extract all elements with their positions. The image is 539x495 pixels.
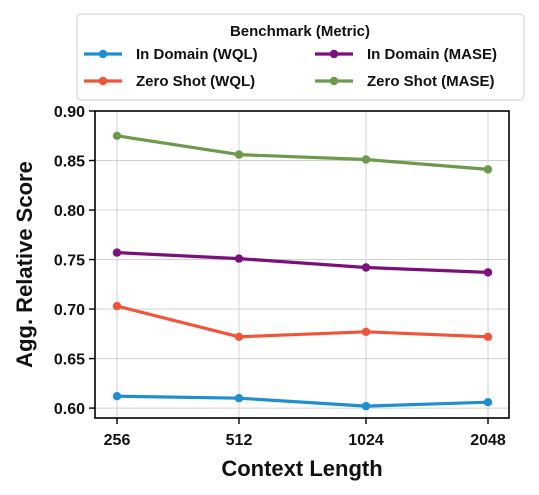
data-point — [112, 131, 122, 140]
plot-frame — [94, 110, 510, 419]
data-point — [361, 155, 371, 164]
legend: Benchmark (Metric) In Domain (WQL) Zero S… — [76, 13, 525, 101]
data-point — [361, 263, 371, 272]
y-tick-label: 0.70 — [54, 302, 85, 319]
legend-label: In Domain (MASE) — [367, 46, 497, 63]
y-tick-label: 0.80 — [54, 203, 85, 220]
data-point — [483, 268, 493, 277]
legend-title: Benchmark (Metric) — [230, 23, 370, 40]
y-tick-label: 0.65 — [54, 352, 85, 369]
y-tick-label: 0.85 — [54, 154, 85, 171]
data-series — [112, 131, 493, 411]
x-tick-label: 256 — [104, 432, 131, 449]
legend-label: Zero Shot (WQL) — [136, 73, 255, 90]
legend-marker — [98, 49, 108, 59]
y-tick-label: 0.75 — [54, 253, 85, 270]
data-point — [112, 301, 122, 311]
y-tick-label: 0.60 — [54, 401, 85, 418]
series-line — [116, 304, 489, 339]
series-line — [116, 134, 489, 171]
x-tick-label: 1024 — [348, 432, 384, 449]
axis-ticks: 256 512 1024 2048 0.60 0.65 0.70 0.75 0.80 0.85 0.… — [54, 104, 506, 449]
x-tick-label: 2048 — [470, 432, 506, 449]
data-point — [234, 332, 244, 341]
data-point — [112, 392, 122, 401]
x-tick-label: 512 — [226, 432, 253, 449]
data-point — [483, 332, 493, 341]
data-point — [361, 327, 371, 336]
data-point — [483, 398, 493, 407]
data-point — [483, 165, 493, 174]
data-point — [234, 394, 244, 403]
series-line — [116, 394, 489, 408]
y-tick-label: 0.90 — [54, 104, 85, 121]
legend-marker — [329, 49, 339, 59]
data-point — [112, 248, 122, 257]
legend-marker — [329, 76, 339, 86]
y-axis-title: Agg. Relative Score — [12, 161, 37, 368]
legend-label: In Domain (WQL) — [136, 46, 258, 63]
legend-marker — [98, 76, 108, 86]
x-axis-title: Context Length — [221, 456, 382, 481]
legend-label: Zero Shot (MASE) — [367, 73, 495, 90]
data-point — [234, 150, 244, 159]
series-line — [116, 251, 489, 274]
data-point — [361, 401, 371, 411]
data-point — [234, 254, 244, 263]
legend-box — [76, 13, 525, 101]
